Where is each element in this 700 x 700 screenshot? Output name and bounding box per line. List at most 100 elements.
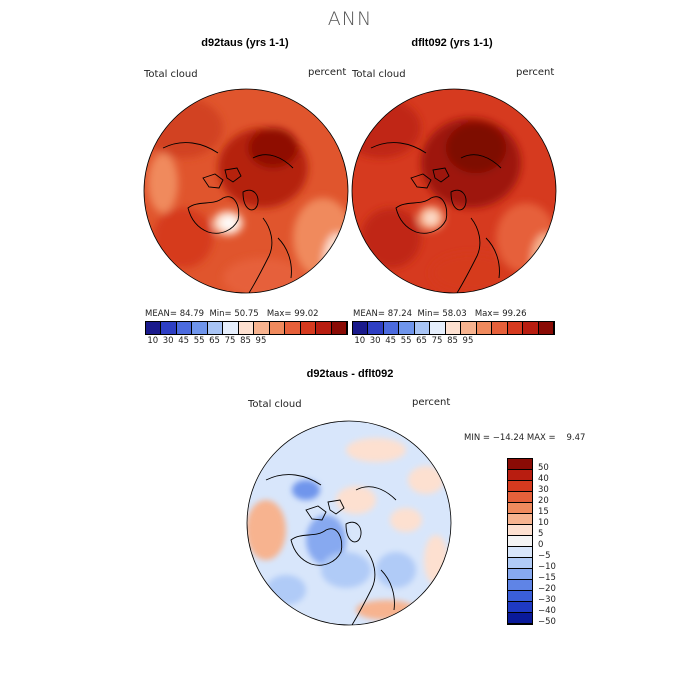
colorbar-swatch: [508, 580, 532, 591]
colorbar-tick-label: −10: [538, 562, 556, 572]
colorbar-swatch: [508, 602, 532, 613]
colorbar-swatch: [161, 322, 177, 334]
colorbar-swatch: [192, 322, 208, 334]
panel-2-colorbar: [352, 321, 555, 335]
colorbar-swatch: [445, 322, 462, 334]
colorbar-tick-label: −50: [538, 617, 556, 627]
colorbar-swatch: [508, 481, 532, 492]
diff-minmax: MIN = −14.24 MAX = 9.47: [464, 433, 586, 443]
colorbar-tick-label: 65: [416, 336, 427, 346]
colorbar-swatch: [269, 322, 286, 334]
colorbar-swatch: [399, 322, 415, 334]
panel-2-stats: MEAN= 87.24 Min= 58.03 Max= 99.26: [353, 309, 527, 319]
colorbar-tick-label: −40: [538, 606, 556, 616]
panel-2-max-label: Max=: [474, 309, 500, 319]
diff-units-label: percent: [412, 397, 451, 408]
colorbar-tick-label: 10: [147, 336, 159, 346]
colorbar-tick-label: 85: [447, 336, 458, 346]
panel-2-max-value: 99.26: [502, 309, 527, 319]
panel-2-mean-value: 87.24: [387, 309, 413, 319]
colorbar-swatch: [207, 322, 224, 334]
colorbar-tick-label: 10: [354, 336, 366, 346]
colorbar-swatch: [508, 525, 532, 536]
colorbar-tick-label: 30: [162, 336, 174, 346]
panel-2-mean-label: MEAN=: [353, 309, 385, 319]
panel-2-units-label: percent: [516, 67, 555, 78]
panel-2-min-label: Min=: [417, 309, 440, 319]
colorbar-swatch: [508, 569, 532, 580]
colorbar-tick-label: 65: [209, 336, 220, 346]
panel-2-polar-map: [351, 88, 557, 294]
diff-colorbar: [507, 458, 533, 625]
colorbar-swatch: [316, 322, 332, 334]
colorbar-swatch: [508, 470, 532, 481]
panel-1-polar-map: [143, 88, 349, 294]
colorbar-swatch: [523, 322, 539, 334]
colorbar-tick-label: 10: [538, 518, 549, 528]
colorbar-swatch: [476, 322, 493, 334]
colorbar-swatch: [508, 503, 532, 514]
panel-1-colorbar: [145, 321, 348, 335]
panel-2-min-value: 58.03: [442, 309, 467, 319]
colorbar-tick-label: −5: [538, 551, 551, 561]
colorbar-tick-label: −15: [538, 573, 556, 583]
panel-1-max-label: Max=: [266, 309, 292, 319]
colorbar-swatch: [508, 492, 532, 503]
diff-polar-map: [246, 420, 452, 626]
colorbar-swatch: [383, 322, 400, 334]
colorbar-tick-label: 20: [538, 496, 549, 506]
colorbar-swatch: [508, 514, 532, 525]
colorbar-tick-label: 5: [538, 529, 544, 539]
colorbar-tick-label: 15: [538, 507, 549, 517]
colorbar-swatch: [353, 322, 369, 334]
page-title: ANN: [327, 8, 373, 30]
colorbar-swatch: [254, 322, 270, 334]
panel-1-units-label: percent: [308, 67, 347, 78]
colorbar-swatch: [538, 322, 555, 334]
colorbar-tick-label: 75: [224, 336, 236, 346]
colorbar-swatch: [285, 322, 301, 334]
colorbar-tick-label: 0: [538, 540, 544, 550]
colorbar-swatch: [368, 322, 384, 334]
colorbar-tick-label: 30: [369, 336, 381, 346]
colorbar-swatch: [238, 322, 255, 334]
colorbar-swatch: [300, 322, 317, 334]
diff-colorbar-labels: 50 40 30 20 15 10 5 0 −5 −10 −15 −20 −30 −40 −50: [538, 458, 578, 627]
colorbar-swatch: [492, 322, 508, 334]
panel-2-title: dflt092 (yrs 1-1): [411, 37, 493, 49]
panel-1-colorbar-labels: 10 30 45 55 65 75 85 95: [145, 336, 346, 348]
colorbar-tick-label: 85: [240, 336, 251, 346]
colorbar-swatch: [508, 613, 532, 624]
colorbar-swatch: [508, 547, 532, 558]
colorbar-tick-label: −20: [538, 584, 556, 594]
colorbar-tick-label: 55: [400, 336, 412, 346]
panel-2-variable-label: Total cloud: [352, 69, 406, 80]
colorbar-swatch: [508, 558, 532, 569]
colorbar-tick-label: 55: [193, 336, 205, 346]
colorbar-swatch: [508, 459, 532, 470]
diff-variable-label: Total cloud: [248, 399, 302, 410]
colorbar-tick-label: 95: [462, 336, 474, 346]
colorbar-swatch: [414, 322, 431, 334]
colorbar-swatch: [331, 322, 348, 334]
colorbar-swatch: [176, 322, 193, 334]
colorbar-swatch: [223, 322, 239, 334]
colorbar-tick-label: 75: [431, 336, 443, 346]
panel-1-min-value: 50.75: [234, 309, 259, 319]
diff-title: d92taus - dflt092: [306, 368, 394, 380]
colorbar-tick-label: 45: [178, 336, 190, 346]
panel-2-colorbar-labels: 10 30 45 55 65 75 85 95: [352, 336, 553, 348]
colorbar-swatch: [507, 322, 524, 334]
panel-1-min-label: Min=: [209, 309, 232, 319]
panel-1-title: d92taus (yrs 1-1): [201, 37, 289, 49]
colorbar-tick-label: 40: [538, 474, 549, 484]
panel-1-stats: MEAN= 84.79 Min= 50.75 Max= 99.02: [145, 309, 319, 319]
panel-1-mean-label: MEAN=: [145, 309, 177, 319]
panel-1-max-value: 99.02: [294, 309, 319, 319]
colorbar-tick-label: 95: [255, 336, 267, 346]
colorbar-swatch: [146, 322, 162, 334]
colorbar-tick-label: 45: [385, 336, 397, 346]
colorbar-tick-label: 30: [538, 485, 549, 495]
panel-1-variable-label: Total cloud: [144, 69, 198, 80]
